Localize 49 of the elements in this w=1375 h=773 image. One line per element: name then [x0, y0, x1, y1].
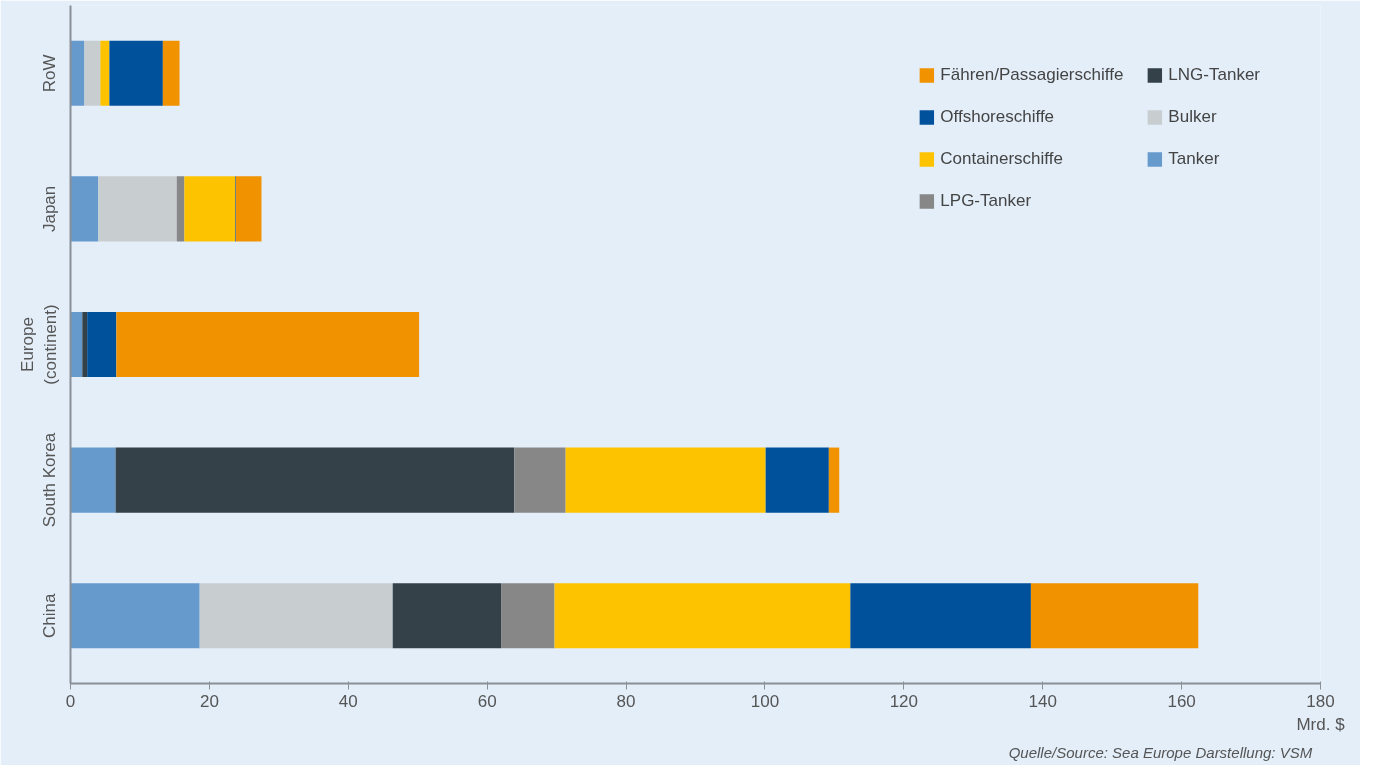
bar	[70, 583, 200, 649]
x-tick-label: 20	[199, 691, 219, 711]
x-tick-label: 160	[1167, 691, 1196, 711]
bar	[392, 583, 502, 649]
bar	[162, 40, 180, 106]
legend-label: LNG-Tanker	[1168, 65, 1260, 85]
bar	[199, 583, 393, 649]
y-tick-label: China	[40, 592, 60, 638]
bar	[116, 311, 420, 378]
x-tick-label: 100	[750, 691, 780, 711]
x-tick-label: 60	[477, 691, 497, 711]
bar	[109, 40, 163, 106]
bar	[100, 40, 110, 106]
bar	[765, 447, 829, 513]
legend-label: LPG-Tanker	[940, 191, 1032, 211]
source-note: Quelle/Source: Sea Europe Darstellung: VSM	[1008, 743, 1313, 761]
x-tick-label: 80	[616, 691, 636, 711]
bar	[70, 447, 116, 513]
bar	[850, 583, 1031, 649]
bar	[828, 447, 840, 513]
bar	[84, 40, 101, 106]
bar	[87, 311, 117, 378]
y-tick-label: Japan	[40, 185, 60, 233]
x-tick-label: 0	[65, 691, 76, 711]
bar	[115, 447, 515, 513]
legend-label: Containerschiffe	[940, 149, 1063, 169]
legend-label: Tanker	[1168, 149, 1220, 169]
y-tick-label: Europe (continent)	[17, 304, 60, 385]
legend-label: Fähren/Passagierschiffe	[940, 65, 1124, 85]
bar	[235, 176, 262, 242]
legend-label: Bulker	[1168, 107, 1217, 127]
x-tick-label: 40	[338, 691, 358, 711]
bar	[501, 583, 555, 649]
bar	[98, 176, 177, 242]
bar	[176, 176, 185, 242]
bar	[554, 583, 851, 649]
y-tick-label: South Korea	[40, 432, 60, 528]
legend-label: Offshoreschiffe	[940, 107, 1055, 127]
bar	[70, 176, 99, 242]
bar	[184, 176, 236, 242]
x-tick-label: 180	[1306, 691, 1335, 711]
y-tick-label: RoW	[40, 54, 60, 93]
x-tick-label: 120	[889, 691, 919, 711]
x-tick-label: 140	[1028, 691, 1057, 711]
bar	[82, 311, 88, 378]
bar	[565, 447, 766, 513]
bar	[514, 447, 566, 513]
x-axis-title: Mrd. $	[1296, 714, 1346, 734]
bar	[1030, 583, 1199, 649]
